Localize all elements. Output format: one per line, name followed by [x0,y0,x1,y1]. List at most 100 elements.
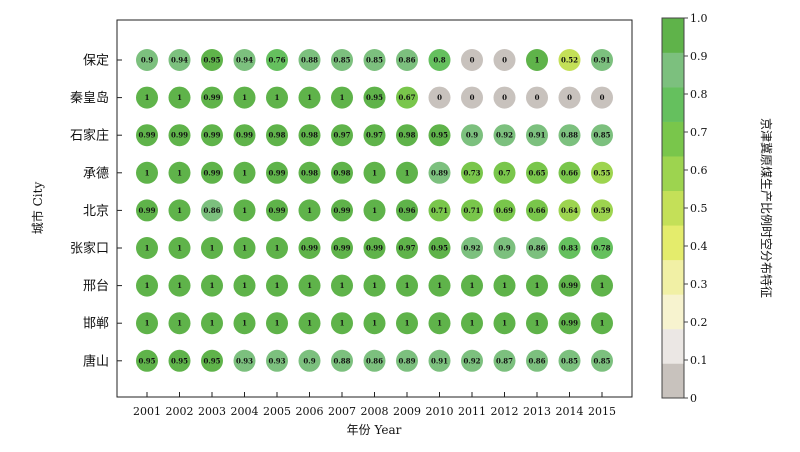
data-label: 0.99 [561,319,578,328]
x-tick-label: 2002 [166,405,194,418]
data-bubble [201,237,223,259]
data-label: 1 [405,281,410,290]
data-label: 0 [470,56,475,65]
data-bubble [201,199,223,222]
data-label: 0.66 [561,168,578,177]
data-bubble [233,124,256,147]
data-label: 1 [372,206,377,215]
data-label: 0 [437,93,442,102]
data-bubble [428,237,451,259]
data-label: 0.89 [431,168,448,177]
data-bubble [201,312,223,335]
data-bubble [233,274,256,297]
data-label: 1 [275,281,280,290]
data-bubble [168,124,191,147]
data-bubble [168,237,191,259]
colorbar-segment [662,52,684,88]
data-bubble [396,49,418,71]
colorbar-tick-label: 0.5 [690,202,708,215]
data-bubble [331,349,353,372]
data-bubble [168,349,191,372]
x-tick-label: 2010 [426,405,454,418]
data-label: 0.86 [398,56,415,65]
data-bubble [331,237,353,259]
data-label: 0.98 [268,131,285,140]
data-bubble [428,86,451,109]
y-tick-label: 保定 [83,54,109,69]
data-label: 0.93 [236,356,253,365]
data-bubble [461,274,483,297]
y-tick-label: 北京 [83,204,109,219]
data-bubble [298,49,321,71]
colorbar-segment [662,225,684,261]
data-bubble [493,161,516,184]
data-label: 1 [535,319,540,328]
data-bubble [331,49,353,71]
data-label: 0.91 [528,131,545,140]
colorbar-segment [662,294,684,330]
x-axis-label: 年份 Year [347,423,402,437]
data-bubble [363,124,386,147]
x-tick-label: 2001 [133,405,161,418]
data-label: 0.78 [593,244,610,253]
colorbar-tick-label: 0.2 [690,316,708,329]
x-tick-label: 2013 [523,405,551,418]
y-axis-label: 城市 City [30,182,45,235]
data-bubble [266,86,288,109]
data-bubble [201,349,223,372]
data-bubble [331,86,353,109]
data-bubble [558,124,581,147]
data-bubble [526,49,548,71]
data-bubble [168,161,191,184]
colorbar-segment [662,328,684,364]
data-label: 0.88 [561,131,578,140]
data-label: 0.9 [498,244,510,253]
data-label: 0.67 [398,93,415,102]
data-bubble [331,199,353,222]
data-bubble [363,86,386,109]
data-bubble [461,124,483,147]
data-bubble [298,312,321,335]
data-label: 1 [145,168,150,177]
data-bubble [363,312,386,335]
x-tick-label: 2006 [296,405,324,418]
data-label: 1 [502,319,507,328]
data-bubble [266,161,288,184]
data-label: 0.98 [398,131,415,140]
data-bubble [558,199,581,222]
data-label: 1 [177,168,182,177]
data-bubble [558,312,581,335]
data-bubble [493,312,516,335]
data-label: 0.55 [593,168,610,177]
data-label: 0.9 [466,131,478,140]
data-label: 0.8 [433,56,445,65]
data-bubble [396,124,418,147]
data-label: 0.65 [528,168,545,177]
data-label: 0.88 [333,356,350,365]
data-label: 0 [470,93,475,102]
y-tick-label: 邢台 [83,279,109,294]
data-bubble [363,349,386,372]
data-label: 1 [145,93,150,102]
data-label: 0.73 [463,168,480,177]
data-label: 0.94 [171,56,188,65]
colorbar-tick-label: 0.8 [690,88,708,101]
data-label: 1 [340,319,345,328]
data-bubble [298,124,321,147]
data-bubble [136,161,158,184]
data-bubble [591,349,613,372]
data-bubble [136,124,158,147]
data-label: 0.7 [498,168,510,177]
data-label: 0.83 [561,244,578,253]
data-label: 0.91 [593,56,610,65]
data-bubble [136,237,158,259]
y-tick-label: 邯郸 [83,317,109,332]
data-bubble [558,86,581,109]
data-bubble [493,124,516,147]
x-tick-label: 2015 [588,405,616,418]
x-tick-label: 2007 [328,405,356,418]
data-label: 0.88 [301,56,318,65]
data-label: 0.97 [333,131,350,140]
data-label: 0.9 [303,356,315,365]
